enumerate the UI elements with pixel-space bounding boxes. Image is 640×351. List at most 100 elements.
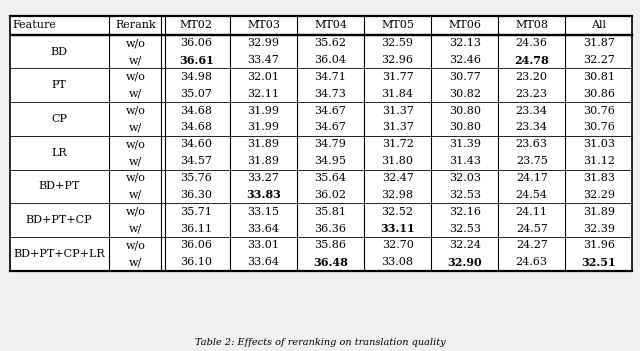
- Text: 24.54: 24.54: [516, 190, 548, 200]
- Text: 35.62: 35.62: [314, 38, 346, 48]
- Text: 31.96: 31.96: [583, 240, 615, 250]
- Text: 33.08: 33.08: [381, 257, 413, 267]
- Text: 33.64: 33.64: [248, 257, 280, 267]
- Text: CP: CP: [51, 114, 67, 124]
- Text: 23.63: 23.63: [516, 139, 548, 149]
- Text: MT06: MT06: [448, 20, 481, 30]
- Text: 35.76: 35.76: [180, 173, 212, 183]
- Text: 33.15: 33.15: [248, 207, 280, 217]
- Text: 24.78: 24.78: [515, 54, 549, 66]
- Text: 31.80: 31.80: [381, 156, 413, 166]
- Text: w/o: w/o: [126, 240, 146, 250]
- Text: 36.06: 36.06: [180, 38, 212, 48]
- Text: 36.30: 36.30: [180, 190, 212, 200]
- Text: w/: w/: [129, 156, 142, 166]
- Text: 34.73: 34.73: [315, 89, 346, 99]
- Text: 31.89: 31.89: [583, 207, 615, 217]
- Text: w/: w/: [129, 190, 142, 200]
- Text: All: All: [591, 20, 606, 30]
- Text: w/o: w/o: [126, 139, 146, 149]
- Text: Table 2: Effects of reranking on translation quality: Table 2: Effects of reranking on transla…: [195, 338, 445, 347]
- Text: 34.67: 34.67: [315, 122, 346, 132]
- Text: 32.27: 32.27: [583, 55, 615, 65]
- Text: 32.11: 32.11: [248, 89, 280, 99]
- Text: 32.03: 32.03: [449, 173, 481, 183]
- Text: 31.77: 31.77: [381, 72, 413, 82]
- Text: 23.34: 23.34: [516, 122, 548, 132]
- Text: BD+PT+CP: BD+PT+CP: [26, 215, 92, 225]
- Text: 33.47: 33.47: [248, 55, 280, 65]
- Text: 31.37: 31.37: [381, 122, 413, 132]
- Text: w/: w/: [129, 89, 142, 99]
- Text: 31.03: 31.03: [583, 139, 615, 149]
- Text: 36.36: 36.36: [314, 224, 346, 233]
- Text: 34.79: 34.79: [315, 139, 346, 149]
- Text: w/: w/: [129, 257, 142, 267]
- Text: MT05: MT05: [381, 20, 414, 30]
- Text: 36.61: 36.61: [179, 54, 214, 66]
- Text: 23.75: 23.75: [516, 156, 548, 166]
- Text: 24.17: 24.17: [516, 173, 548, 183]
- Text: BD+PT+CP+LR: BD+PT+CP+LR: [13, 249, 105, 259]
- Text: 32.47: 32.47: [381, 173, 413, 183]
- Text: w/o: w/o: [126, 207, 146, 217]
- Text: 23.34: 23.34: [516, 106, 548, 115]
- Text: 31.83: 31.83: [583, 173, 615, 183]
- Text: 30.76: 30.76: [583, 106, 615, 115]
- Text: 34.60: 34.60: [180, 139, 212, 149]
- Text: 32.70: 32.70: [381, 240, 413, 250]
- Text: 30.76: 30.76: [583, 122, 615, 132]
- Text: 32.16: 32.16: [449, 207, 481, 217]
- Text: 32.98: 32.98: [381, 190, 413, 200]
- Text: w/: w/: [129, 224, 142, 233]
- Text: MT02: MT02: [180, 20, 213, 30]
- Text: 33.64: 33.64: [248, 224, 280, 233]
- Text: 32.46: 32.46: [449, 55, 481, 65]
- Text: 32.24: 32.24: [449, 240, 481, 250]
- Text: 30.77: 30.77: [449, 72, 481, 82]
- Text: 32.53: 32.53: [449, 224, 481, 233]
- Text: 35.86: 35.86: [314, 240, 346, 250]
- Text: 24.11: 24.11: [516, 207, 548, 217]
- Text: 31.87: 31.87: [583, 38, 615, 48]
- Text: 23.23: 23.23: [516, 89, 548, 99]
- Text: MT04: MT04: [314, 20, 347, 30]
- Text: 33.83: 33.83: [246, 189, 281, 200]
- Text: 34.57: 34.57: [180, 156, 212, 166]
- Text: 30.80: 30.80: [449, 122, 481, 132]
- Text: 34.68: 34.68: [180, 106, 212, 115]
- Text: 32.99: 32.99: [248, 38, 280, 48]
- Text: 36.11: 36.11: [180, 224, 212, 233]
- Text: 30.82: 30.82: [449, 89, 481, 99]
- Text: 35.71: 35.71: [180, 207, 212, 217]
- Text: 30.80: 30.80: [449, 106, 481, 115]
- Text: 30.81: 30.81: [583, 72, 615, 82]
- Text: 32.96: 32.96: [381, 55, 413, 65]
- Text: 24.27: 24.27: [516, 240, 548, 250]
- Text: 35.64: 35.64: [314, 173, 346, 183]
- Text: 32.39: 32.39: [583, 224, 615, 233]
- Text: 31.89: 31.89: [248, 139, 280, 149]
- Text: 36.10: 36.10: [180, 257, 212, 267]
- Text: 32.59: 32.59: [381, 38, 413, 48]
- Text: MT08: MT08: [515, 20, 548, 30]
- Text: 32.01: 32.01: [248, 72, 280, 82]
- Text: 32.52: 32.52: [381, 207, 413, 217]
- Text: 24.36: 24.36: [516, 38, 548, 48]
- Text: 32.51: 32.51: [582, 257, 616, 268]
- Text: 34.95: 34.95: [314, 156, 346, 166]
- Text: 24.57: 24.57: [516, 224, 548, 233]
- Text: 23.20: 23.20: [516, 72, 548, 82]
- Text: 32.13: 32.13: [449, 38, 481, 48]
- Text: 34.98: 34.98: [180, 72, 212, 82]
- Text: 31.72: 31.72: [381, 139, 413, 149]
- Text: 36.04: 36.04: [314, 55, 346, 65]
- Bar: [10, 16, 632, 271]
- Text: BD: BD: [51, 47, 68, 57]
- Text: 34.71: 34.71: [315, 72, 346, 82]
- Text: PT: PT: [52, 80, 67, 90]
- Text: 32.53: 32.53: [449, 190, 481, 200]
- Text: 36.06: 36.06: [180, 240, 212, 250]
- Text: BD+PT: BD+PT: [38, 181, 80, 191]
- Text: w/o: w/o: [126, 38, 146, 48]
